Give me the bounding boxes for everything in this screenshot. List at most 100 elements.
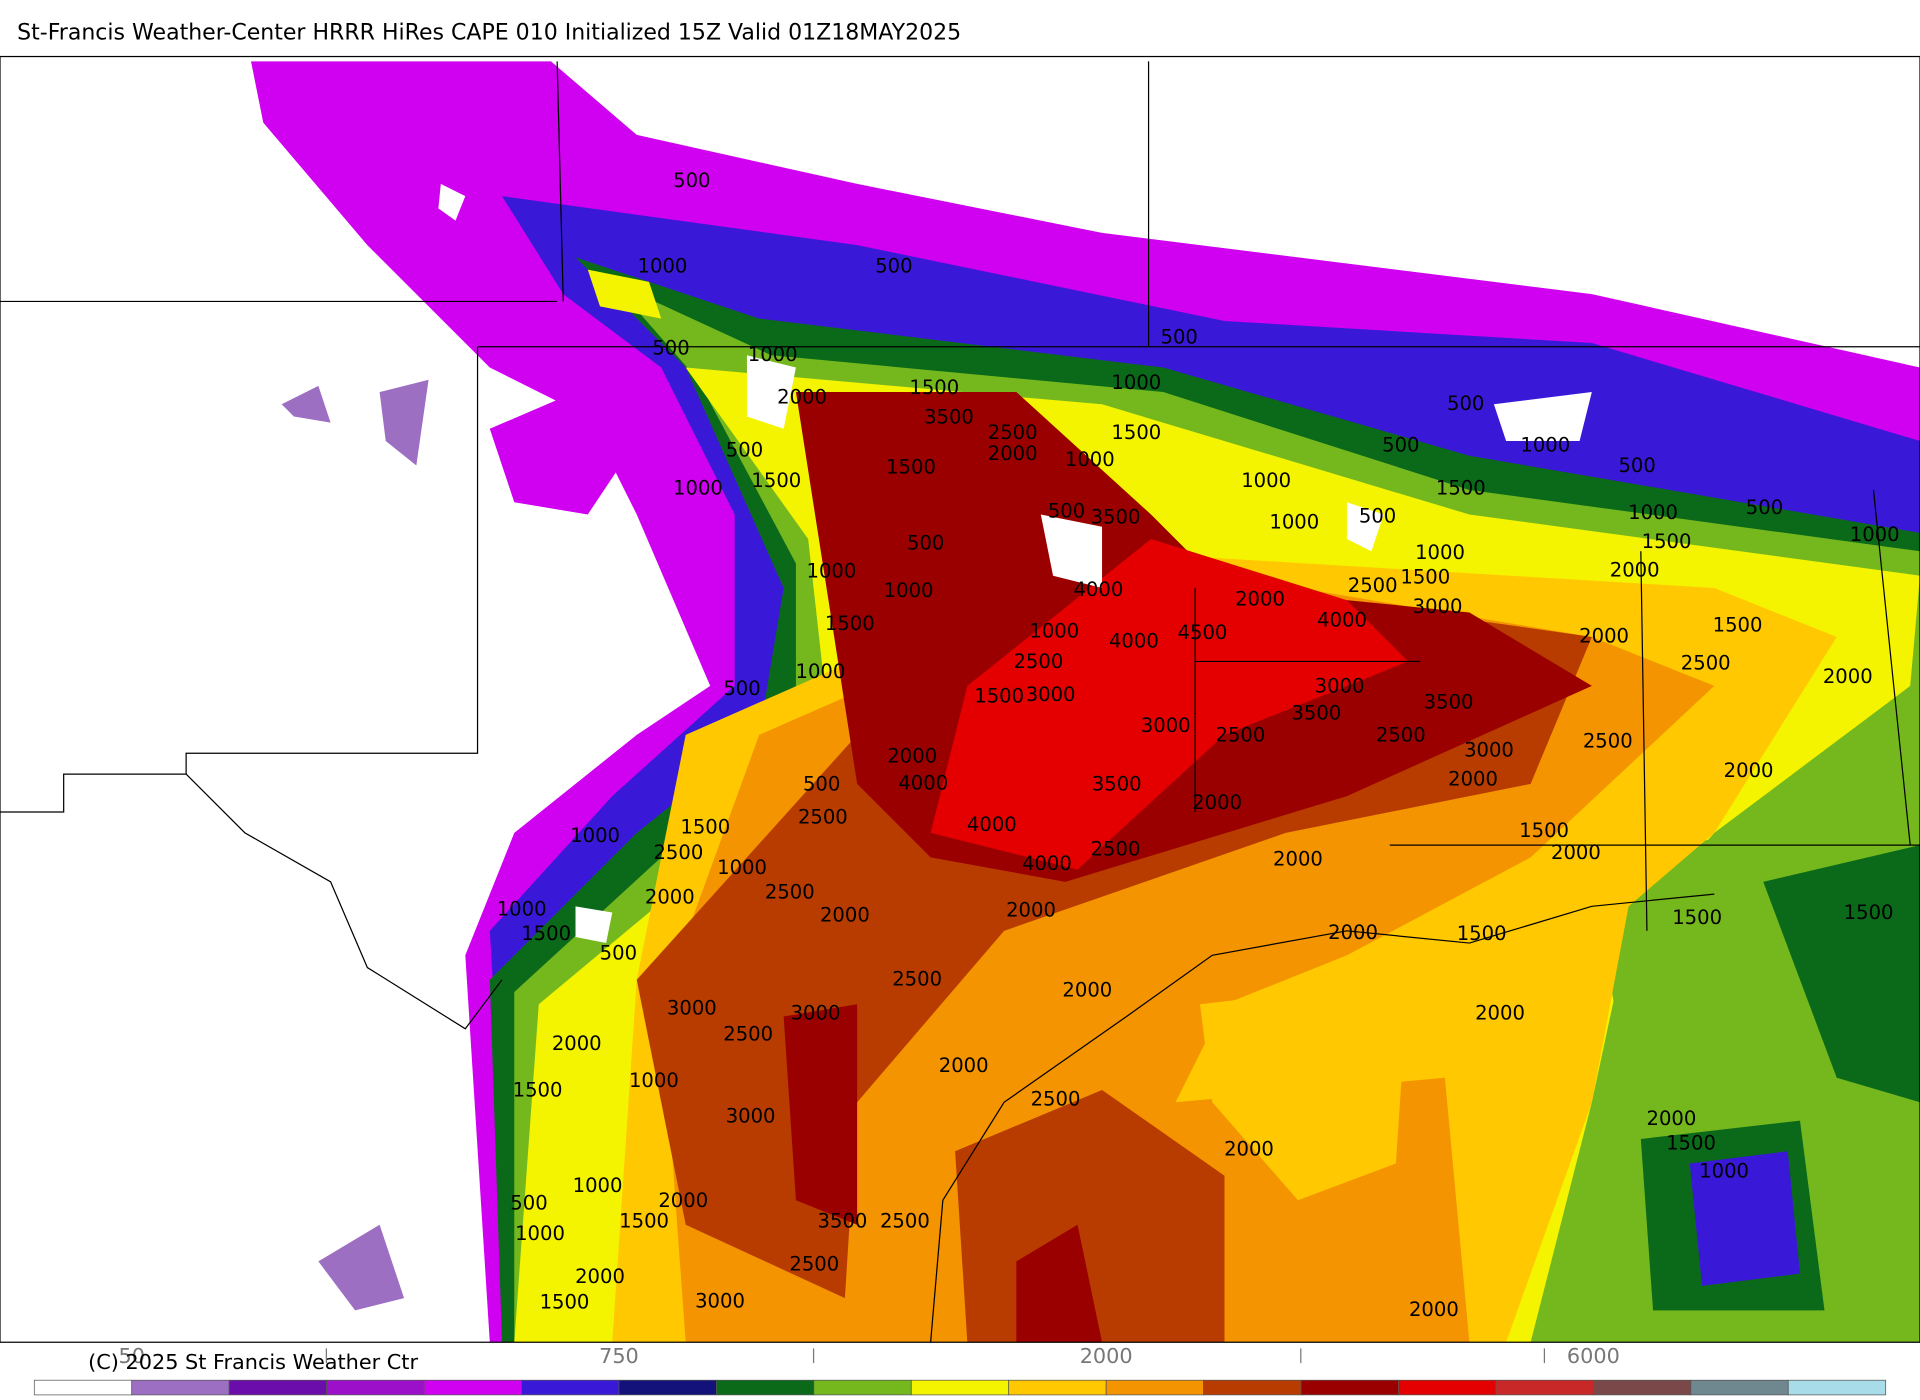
contour-label: 1000 <box>570 824 620 847</box>
contour-label: 2000 <box>575 1265 625 1288</box>
contour-label: 1000 <box>1241 469 1291 492</box>
contour-label: 1000 <box>748 343 798 366</box>
contour-label: 3000 <box>1315 675 1365 698</box>
contour-label: 1000 <box>884 579 934 602</box>
contour-label: 1500 <box>1436 476 1486 499</box>
contour-label: 1500 <box>1672 906 1722 929</box>
contour-label: 3000 <box>1464 738 1514 761</box>
contour-label: 500 <box>803 773 840 796</box>
contour-label: 2000 <box>1062 978 1112 1001</box>
contour-label: 2500 <box>798 806 848 829</box>
contour-label: 1500 <box>974 684 1024 707</box>
contour-label: 2500 <box>653 841 703 864</box>
colorbar-swatch <box>228 1379 327 1396</box>
contour-label: 2500 <box>789 1253 839 1276</box>
contour-label: 4500 <box>1178 621 1228 644</box>
colorbar-swatch <box>1495 1379 1594 1396</box>
contour-label: 2500 <box>1583 730 1633 753</box>
contour-label: 500 <box>1382 433 1419 456</box>
contour-label: 2000 <box>1724 759 1774 782</box>
colorbar-swatch <box>1008 1379 1107 1396</box>
contour-label: 1000 <box>1699 1160 1749 1183</box>
contour-label: 500 <box>907 531 944 554</box>
contour-label: 1000 <box>1029 620 1079 643</box>
contour-label: 2000 <box>887 744 937 767</box>
contour-label: 3500 <box>1291 702 1341 725</box>
field-magenta-w <box>489 392 637 515</box>
contour-label: 3000 <box>1413 595 1463 618</box>
contour-label: 1000 <box>1415 541 1465 564</box>
contour-label: 500 <box>652 337 689 360</box>
contour-label: 2500 <box>1681 651 1731 674</box>
contour-label: 1500 <box>513 1079 563 1102</box>
contour-label: 2500 <box>723 1022 773 1045</box>
colorbar-swatch <box>326 1379 425 1396</box>
contour-label: 1000 <box>638 255 688 278</box>
contour-label: 3000 <box>667 997 717 1020</box>
contour-label: 4000 <box>898 771 948 794</box>
contour-label: 500 <box>1618 454 1655 477</box>
contour-label: 2000 <box>1409 1298 1459 1321</box>
contour-label: 1000 <box>1628 501 1678 524</box>
contour-label: 3500 <box>1091 506 1141 529</box>
contour-label: 1000 <box>717 856 767 879</box>
contour-label: 2000 <box>1273 847 1323 870</box>
contour-label: 1000 <box>1850 523 1900 546</box>
colorbar-swatch <box>910 1379 1010 1396</box>
contour-label: 2500 <box>1091 837 1141 860</box>
contour-label: 1500 <box>1642 530 1692 553</box>
contour-label: 2000 <box>1823 665 1873 688</box>
contour-label: 500 <box>1048 500 1085 523</box>
contour-label: 2000 <box>1006 899 1056 922</box>
contour-label: 2000 <box>1328 921 1378 944</box>
contour-label: 500 <box>723 677 760 700</box>
colorbar-swatch <box>1690 1379 1789 1396</box>
colorbar-swatch <box>33 1379 133 1396</box>
contour-label: 500 <box>1746 496 1783 519</box>
contour-label: 1000 <box>1111 371 1161 394</box>
colorbar: 50 750 2000 6000 <box>33 1344 1887 1396</box>
contour-label: 1500 <box>1844 901 1894 924</box>
contour-label: 2000 <box>820 904 870 927</box>
map: 500 1000 500 500 1000 2000 1500 3500 2500 2000 100… <box>0 55 1920 1343</box>
contour-label: 2000 <box>1448 768 1498 791</box>
rio-grande <box>185 773 503 1030</box>
contour-label: 1500 <box>886 455 936 478</box>
contour-label: 4000 <box>1022 852 1072 875</box>
contour-label: 1000 <box>629 1069 679 1092</box>
contour-label: 1000 <box>1065 448 1115 471</box>
contour-label: 2000 <box>645 885 695 908</box>
field-gold-s <box>1200 979 1409 1201</box>
colorbar-swatch <box>1300 1379 1399 1396</box>
contour-label: 1000 <box>673 476 723 499</box>
contour-label: 1000 <box>1269 511 1319 534</box>
contour-label: 2000 <box>777 386 827 409</box>
contour-label: 2000 <box>552 1032 602 1055</box>
contour-label: 1000 <box>515 1222 565 1245</box>
colorbar-tick-label: 50 <box>118 1344 144 1368</box>
contour-label: 1500 <box>1666 1131 1716 1154</box>
contour-labels: 500 1000 500 500 1000 2000 1500 3500 2500 2000 100… <box>497 169 1900 1321</box>
colorbar-swatch <box>423 1379 522 1396</box>
contour-label: 1000 <box>1520 433 1570 456</box>
contour-label: 2500 <box>988 421 1038 444</box>
contour-label: 1500 <box>1713 613 1763 636</box>
contour-label: 1000 <box>573 1174 623 1197</box>
contour-label: 500 <box>600 942 637 965</box>
contour-label: 2000 <box>1224 1138 1274 1161</box>
contour-label: 1500 <box>751 469 801 492</box>
field-red <box>930 538 1409 870</box>
colorbar-swatch <box>1398 1379 1497 1396</box>
contour-label: 2000 <box>1475 1002 1525 1025</box>
contour-label: 500 <box>1359 504 1396 527</box>
contour-label: 2500 <box>1031 1087 1081 1110</box>
contour-label: 3000 <box>726 1104 776 1127</box>
contour-label: 3000 <box>695 1289 745 1312</box>
contour-label: 2500 <box>1376 724 1426 747</box>
contour-label: 500 <box>673 169 710 192</box>
contour-label: 2000 <box>1235 588 1285 611</box>
colorbar-swatch <box>1105 1379 1204 1396</box>
colorbar-swatch <box>1787 1379 1887 1396</box>
colorbar-swatch <box>813 1379 912 1396</box>
colorbar-swatch <box>618 1379 717 1396</box>
